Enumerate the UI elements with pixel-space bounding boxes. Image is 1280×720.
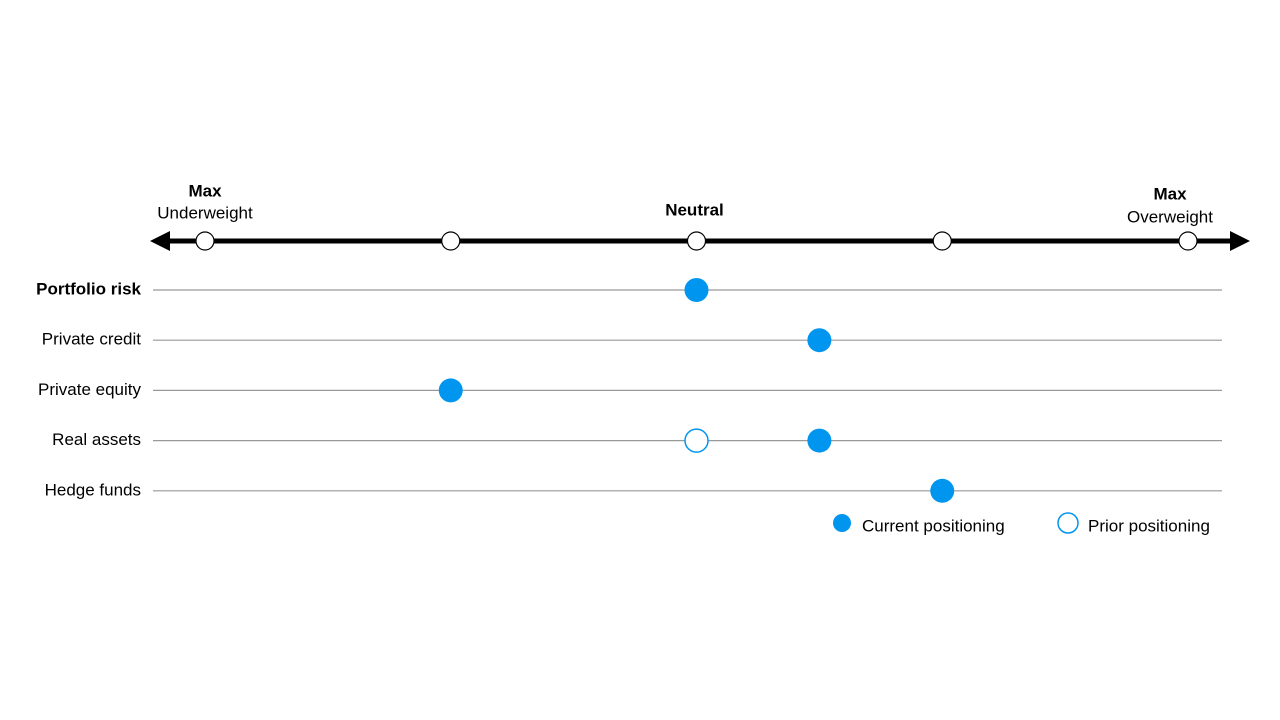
tick-label-strong: Max xyxy=(1153,184,1187,203)
legend-marker xyxy=(1057,512,1079,534)
axis-tick xyxy=(1178,231,1198,251)
category-label: Hedge funds xyxy=(45,480,141,499)
category-label: Portfolio risk xyxy=(36,279,141,298)
current-dot xyxy=(807,328,832,353)
tick-label: Overweight xyxy=(1127,207,1213,226)
legend-label: Prior positioning xyxy=(1088,516,1210,535)
prior-dot xyxy=(684,428,709,453)
tick-label-strong: Max xyxy=(188,181,222,200)
current-dot xyxy=(684,278,709,302)
axis-tick xyxy=(195,231,215,251)
tick-label-strong: Neutral xyxy=(665,200,724,219)
current-dot xyxy=(807,428,832,453)
axis-tick xyxy=(932,231,952,251)
category-label: Private equity xyxy=(38,380,141,399)
axis-tick xyxy=(686,231,707,251)
axis-arrow-left xyxy=(150,231,170,251)
legend-label: Current positioning xyxy=(862,516,1005,535)
axis-tick xyxy=(441,231,461,251)
current-dot xyxy=(438,378,463,403)
category-label: Real assets xyxy=(52,430,141,449)
category-label: Private credit xyxy=(42,330,141,349)
legend-marker xyxy=(833,514,851,532)
current-dot xyxy=(930,478,955,503)
tick-label: Underweight xyxy=(157,203,253,222)
axis-arrow-right xyxy=(1230,231,1250,251)
